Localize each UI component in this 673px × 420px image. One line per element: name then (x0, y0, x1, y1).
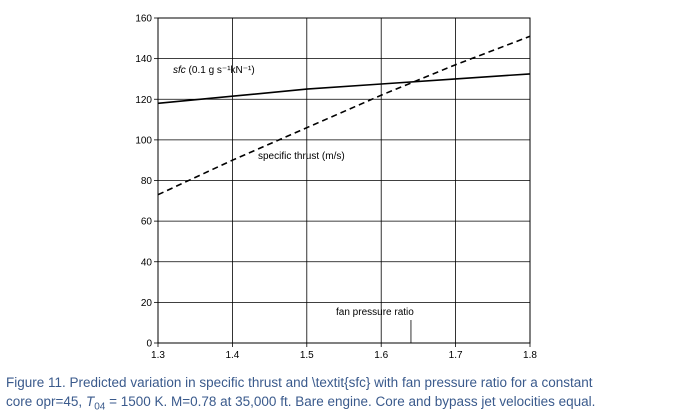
sfc-series-label: sfc (0.1 g s⁻¹kN⁻¹) (173, 65, 255, 76)
x-tick-label: 1.3 (151, 350, 165, 361)
y-tick-label: 80 (141, 176, 153, 187)
y-tick-label: 100 (135, 135, 152, 146)
fan-pressure-ratio-label: fan pressure ratio (336, 307, 414, 318)
caption-line-2-end: = 1500 K. M=0.78 at 35,000 ft. Bare engi… (105, 394, 596, 409)
sfc-line (157, 73, 531, 105)
caption-line-2: core opr=45, T04 = 1500 K. M=0.78 at 35,… (6, 392, 668, 417)
specific-thrust-line (157, 35, 531, 196)
caption-line-2-start: core opr=45, (6, 394, 86, 409)
sfc-label-italic: sfc (173, 65, 186, 76)
plot-frame (157, 17, 531, 344)
x-tick-label: 1.6 (374, 350, 388, 361)
sfc-label-units: (0.1 g s⁻¹kN⁻¹) (186, 65, 255, 76)
specific-thrust-series-label: specific thrust (m/s) (258, 151, 345, 162)
x-tick-label: 1.5 (300, 350, 314, 361)
x-tick-label: 1.4 (225, 350, 239, 361)
caption-t-subscript: 04 (94, 401, 106, 413)
y-tick-label: 120 (135, 95, 152, 106)
tick-labels: 0 20 40 60 80 100 120 140 160 1.3 1.4 1.5 1.6 1.7 1.8 (135, 14, 537, 362)
y-tick-label: 60 (141, 217, 153, 228)
x-tick-label: 1.7 (449, 350, 463, 361)
grid (158, 17, 530, 343)
x-tick-label: 1.8 (523, 350, 537, 361)
figure-caption: Figure 11. Predicted variation in specif… (6, 373, 668, 417)
caption-line-1: Figure 11. Predicted variation in specif… (6, 375, 593, 390)
y-tick-label: 40 (141, 257, 153, 268)
caption-t-symbol: T (85, 394, 95, 409)
y-tick-label: 0 (146, 339, 152, 350)
annotations: sfc (0.1 g s⁻¹kN⁻¹) specific thrust (m/s… (173, 65, 414, 318)
y-tick-label: 20 (141, 298, 153, 309)
series-lines (157, 35, 531, 196)
y-tick-label: 160 (135, 14, 152, 25)
y-tick-label: 140 (135, 54, 152, 65)
axes (154, 17, 531, 347)
